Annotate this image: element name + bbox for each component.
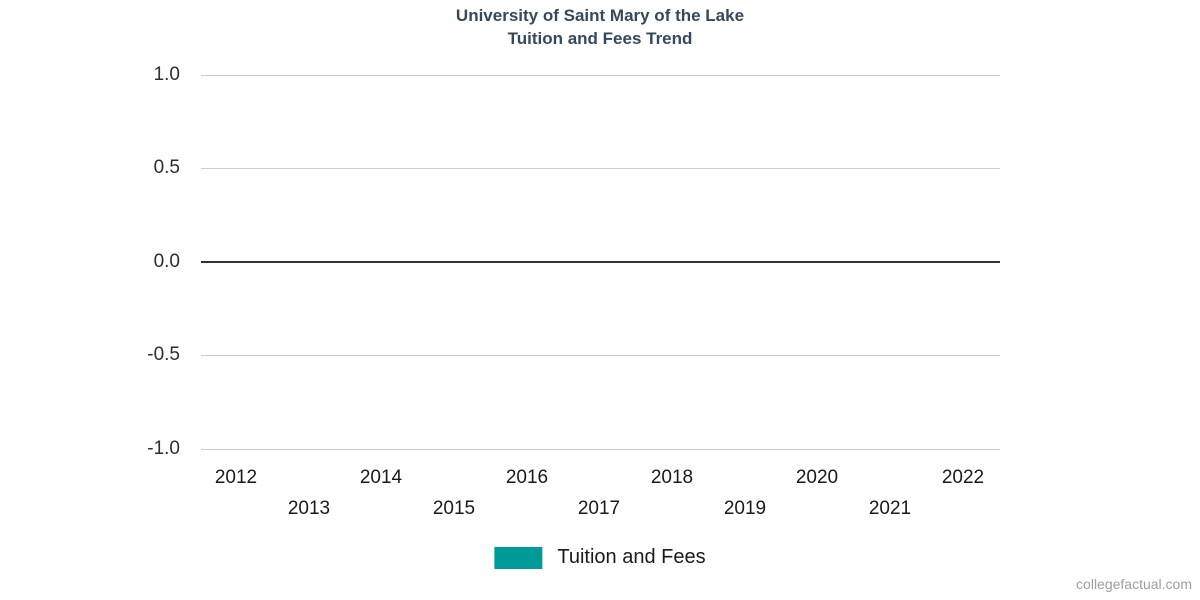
chart-title-line2: Tuition and Fees Trend (507, 29, 693, 48)
gridline-1_0 (201, 75, 1000, 76)
y-tick-label: -1.0 (147, 438, 180, 459)
x-tick-label: 2016 (505, 467, 549, 488)
x-tick-label: 2018 (650, 467, 694, 488)
chart-title-line1: University of Saint Mary of the Lake (455, 6, 745, 25)
y-tick-label: 0.0 (153, 251, 180, 272)
gridline-neg0_5 (201, 355, 1000, 356)
x-tick-label: 2017 (577, 498, 621, 519)
gridline-neg1_0 (201, 449, 1000, 450)
watermark-link[interactable]: collegefactual.com (1076, 576, 1192, 592)
gridline-0_5 (201, 168, 1000, 169)
x-tick-label: 2013 (287, 498, 331, 519)
y-tick-label: 0.5 (153, 157, 180, 178)
x-tick-label: 2014 (359, 467, 403, 488)
x-tick-label: 2020 (795, 467, 839, 488)
legend-label: Tuition and Fees (557, 546, 706, 568)
y-tick-label: -0.5 (147, 344, 180, 365)
legend-swatch-icon (494, 546, 543, 569)
zero-axis-line (201, 261, 1000, 263)
x-tick-label: 2021 (868, 498, 912, 519)
y-tick-label: 1.0 (153, 64, 180, 85)
chart-title: University of Saint Mary of the Lake Tui… (0, 4, 1200, 50)
x-tick-label: 2015 (432, 498, 476, 519)
legend-item-tuition-and-fees[interactable]: Tuition and Fees (494, 546, 706, 569)
x-tick-label: 2012 (214, 467, 258, 488)
x-tick-label: 2022 (941, 467, 985, 488)
x-tick-label: 2019 (723, 498, 767, 519)
